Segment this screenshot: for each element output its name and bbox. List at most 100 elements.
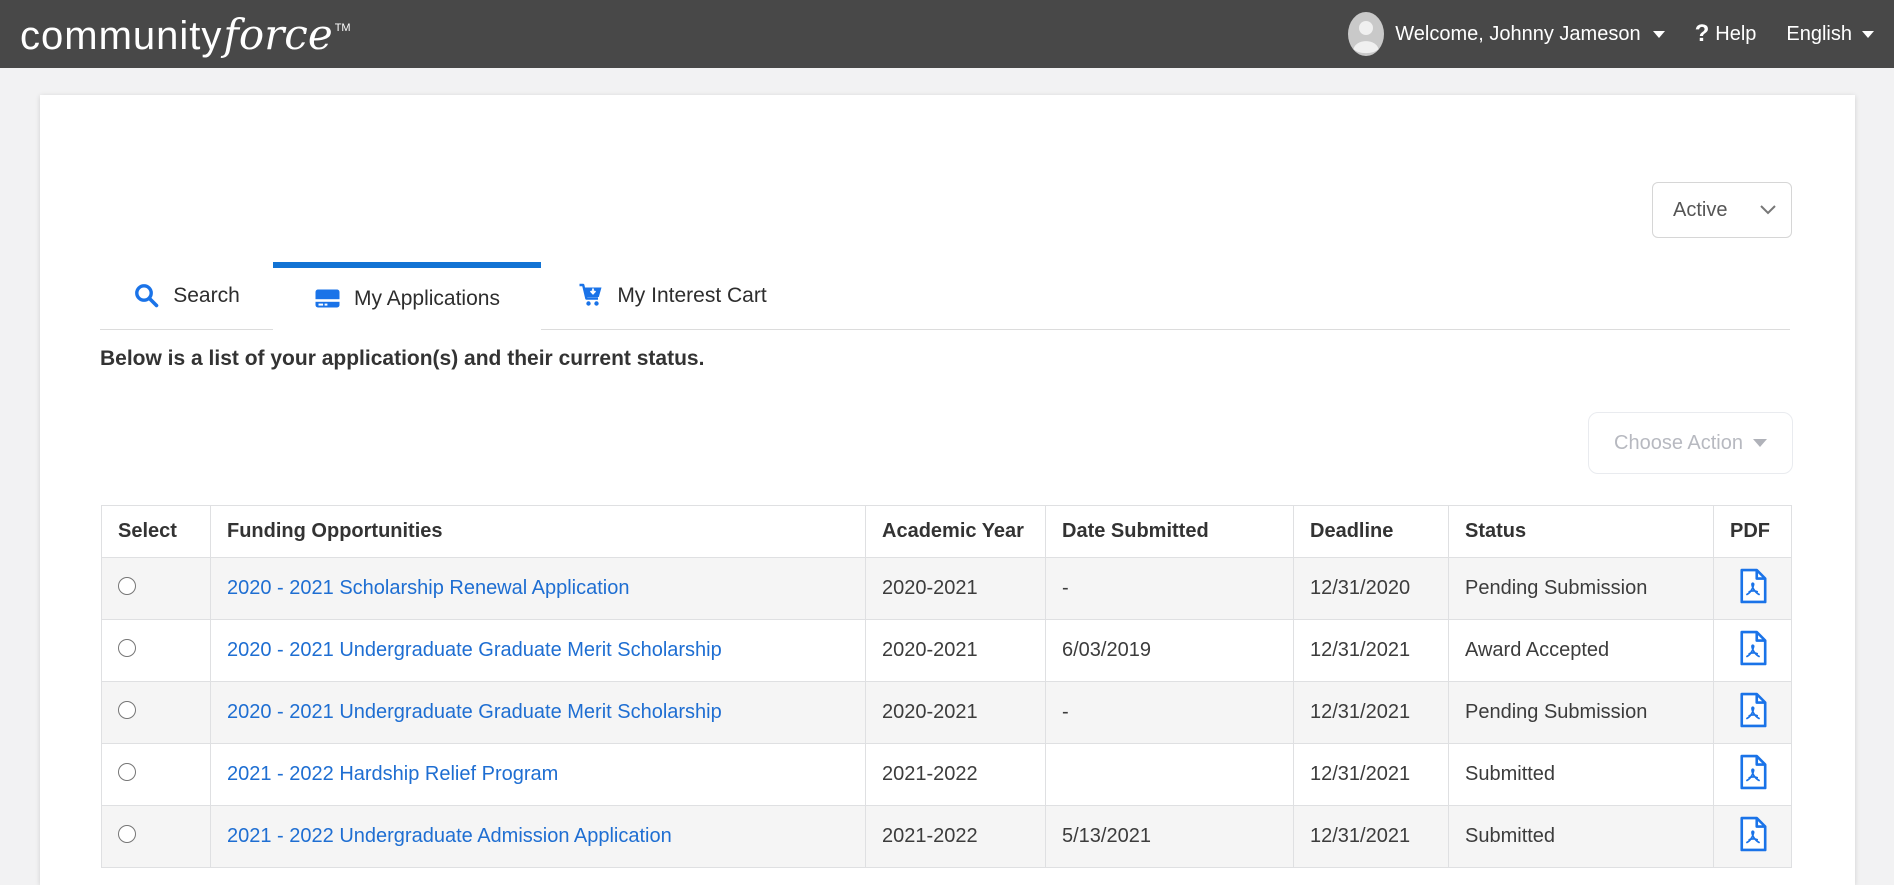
pdf-cell <box>1713 619 1792 682</box>
pdf-download-link[interactable] <box>1738 568 1768 604</box>
row-select-radio[interactable] <box>118 576 136 595</box>
user-menu[interactable]: Welcome, Johnny Jameson <box>1347 11 1665 57</box>
table-header-row: Select Funding Opportunities Academic Ye… <box>101 505 1792 558</box>
welcome-user-label: Welcome, Johnny Jameson <box>1395 22 1641 45</box>
header-deadline: Deadline <box>1293 505 1449 558</box>
pdf-download-link[interactable] <box>1738 754 1768 790</box>
choose-action-button[interactable]: Choose Action <box>1588 412 1793 474</box>
search-icon <box>135 284 159 308</box>
row-select-radio[interactable] <box>118 638 136 657</box>
pdf-icon <box>1739 568 1766 603</box>
help-question-icon: ? <box>1694 20 1710 47</box>
deadline-cell: 12/31/2021 <box>1293 681 1449 744</box>
logo-text-community: community <box>20 13 223 58</box>
status-filter-value: Active <box>1673 198 1728 221</box>
year-cell: 2020-2021 <box>865 557 1046 620</box>
status-cell: Submitted <box>1448 743 1714 806</box>
chevron-down-icon <box>1760 205 1776 215</box>
funding-cell: 2021 - 2022 Undergraduate Admission Appl… <box>210 805 866 868</box>
logo-text-force: force <box>223 9 333 59</box>
header-funding-opportunities: Funding Opportunities <box>210 505 866 558</box>
row-select-radio[interactable] <box>118 824 136 843</box>
year-cell: 2020-2021 <box>865 681 1046 744</box>
header-pdf: PDF <box>1713 505 1792 558</box>
tab-strip: Search My Applications My Interest Cart <box>100 262 1790 330</box>
table-row: 2020 - 2021 Undergraduate Graduate Merit… <box>101 619 1792 682</box>
status-cell: Award Accepted <box>1448 619 1714 682</box>
table-row: 2021 - 2022 Undergraduate Admission Appl… <box>101 805 1792 868</box>
header-academic-year: Academic Year <box>865 505 1046 558</box>
select-cell <box>101 619 211 682</box>
funding-cell: 2020 - 2021 Undergraduate Graduate Merit… <box>210 619 866 682</box>
choose-action-caret-icon <box>1752 439 1767 447</box>
tab-my-interest-cart-label: My Interest Cart <box>617 283 767 307</box>
user-avatar-icon <box>1348 12 1385 56</box>
applications-intro-text: Below is a list of your application(s) a… <box>100 347 705 370</box>
tab-search[interactable]: Search <box>100 262 273 329</box>
topbar-right-group: Welcome, Johnny Jameson ? Help English <box>1347 11 1874 57</box>
submitted-cell: 6/03/2019 <box>1045 619 1294 682</box>
select-cell <box>101 681 211 744</box>
table-row: 2021 - 2022 Hardship Relief Program 2021… <box>101 743 1792 806</box>
deadline-cell: 12/31/2021 <box>1293 805 1449 868</box>
submitted-cell <box>1045 743 1294 806</box>
pdf-icon <box>1739 692 1766 727</box>
pdf-cell <box>1713 743 1792 806</box>
tab-search-label: Search <box>173 283 240 307</box>
tab-my-interest-cart[interactable]: My Interest Cart <box>541 262 803 329</box>
pdf-icon <box>1739 630 1766 665</box>
communityforce-logo[interactable]: community force TM <box>20 10 351 59</box>
status-cell: Submitted <box>1448 805 1714 868</box>
funding-cell: 2020 - 2021 Scholarship Renewal Applicat… <box>210 557 866 620</box>
pdf-download-link[interactable] <box>1738 816 1768 852</box>
deadline-cell: 12/31/2020 <box>1293 557 1449 620</box>
status-cell: Pending Submission <box>1448 681 1714 744</box>
funding-opportunity-link[interactable]: 2020 - 2021 Undergraduate Graduate Merit… <box>227 639 722 661</box>
help-button[interactable]: ? Help <box>1695 20 1757 48</box>
logo-trademark: TM <box>334 21 351 34</box>
header-date-submitted: Date Submitted <box>1045 505 1294 558</box>
row-select-radio[interactable] <box>118 762 136 781</box>
help-label: Help <box>1715 22 1757 45</box>
submitted-cell: - <box>1045 681 1294 744</box>
select-cell <box>101 557 211 620</box>
language-menu[interactable]: English <box>1786 23 1874 46</box>
year-cell: 2021-2022 <box>865 743 1046 806</box>
language-caret-icon <box>1862 30 1874 38</box>
tab-my-applications-label: My Applications <box>354 286 500 310</box>
table-row: 2020 - 2021 Scholarship Renewal Applicat… <box>101 557 1792 620</box>
language-label: English <box>1786 22 1852 45</box>
funding-cell: 2021 - 2022 Hardship Relief Program <box>210 743 866 806</box>
top-navigation-bar: community force TM Welcome, Johnny Jameson… <box>0 0 1894 68</box>
pdf-cell <box>1713 805 1792 868</box>
deadline-cell: 12/31/2021 <box>1293 619 1449 682</box>
select-cell <box>101 805 211 868</box>
funding-opportunity-link[interactable]: 2021 - 2022 Hardship Relief Program <box>227 763 559 785</box>
pdf-download-link[interactable] <box>1738 692 1768 728</box>
interest-cart-icon <box>579 283 602 306</box>
choose-action-label: Choose Action <box>1614 431 1743 454</box>
funding-opportunity-link[interactable]: 2021 - 2022 Undergraduate Admission Appl… <box>227 825 672 847</box>
year-cell: 2021-2022 <box>865 805 1046 868</box>
deadline-cell: 12/31/2021 <box>1293 743 1449 806</box>
tab-my-applications[interactable]: My Applications <box>273 262 541 330</box>
pdf-cell <box>1713 557 1792 620</box>
pdf-icon <box>1739 816 1766 851</box>
funding-cell: 2020 - 2021 Undergraduate Graduate Merit… <box>210 681 866 744</box>
submitted-cell: 5/13/2021 <box>1045 805 1294 868</box>
funding-opportunity-link[interactable]: 2020 - 2021 Undergraduate Graduate Merit… <box>227 701 722 723</box>
status-filter-select[interactable]: Active <box>1652 182 1792 238</box>
pdf-icon <box>1739 754 1766 789</box>
status-cell: Pending Submission <box>1448 557 1714 620</box>
row-select-radio[interactable] <box>118 700 136 719</box>
pdf-download-link[interactable] <box>1738 630 1768 666</box>
user-menu-caret-icon <box>1652 30 1665 38</box>
header-select: Select <box>101 505 211 558</box>
select-cell <box>101 743 211 806</box>
funding-opportunity-link[interactable]: 2020 - 2021 Scholarship Renewal Applicat… <box>227 577 630 599</box>
pdf-cell <box>1713 681 1792 744</box>
header-status: Status <box>1448 505 1714 558</box>
content-card: Active Search My Applications <box>40 95 1855 885</box>
applications-table: Select Funding Opportunities Academic Ye… <box>101 505 1792 868</box>
table-row: 2020 - 2021 Undergraduate Graduate Merit… <box>101 681 1792 744</box>
